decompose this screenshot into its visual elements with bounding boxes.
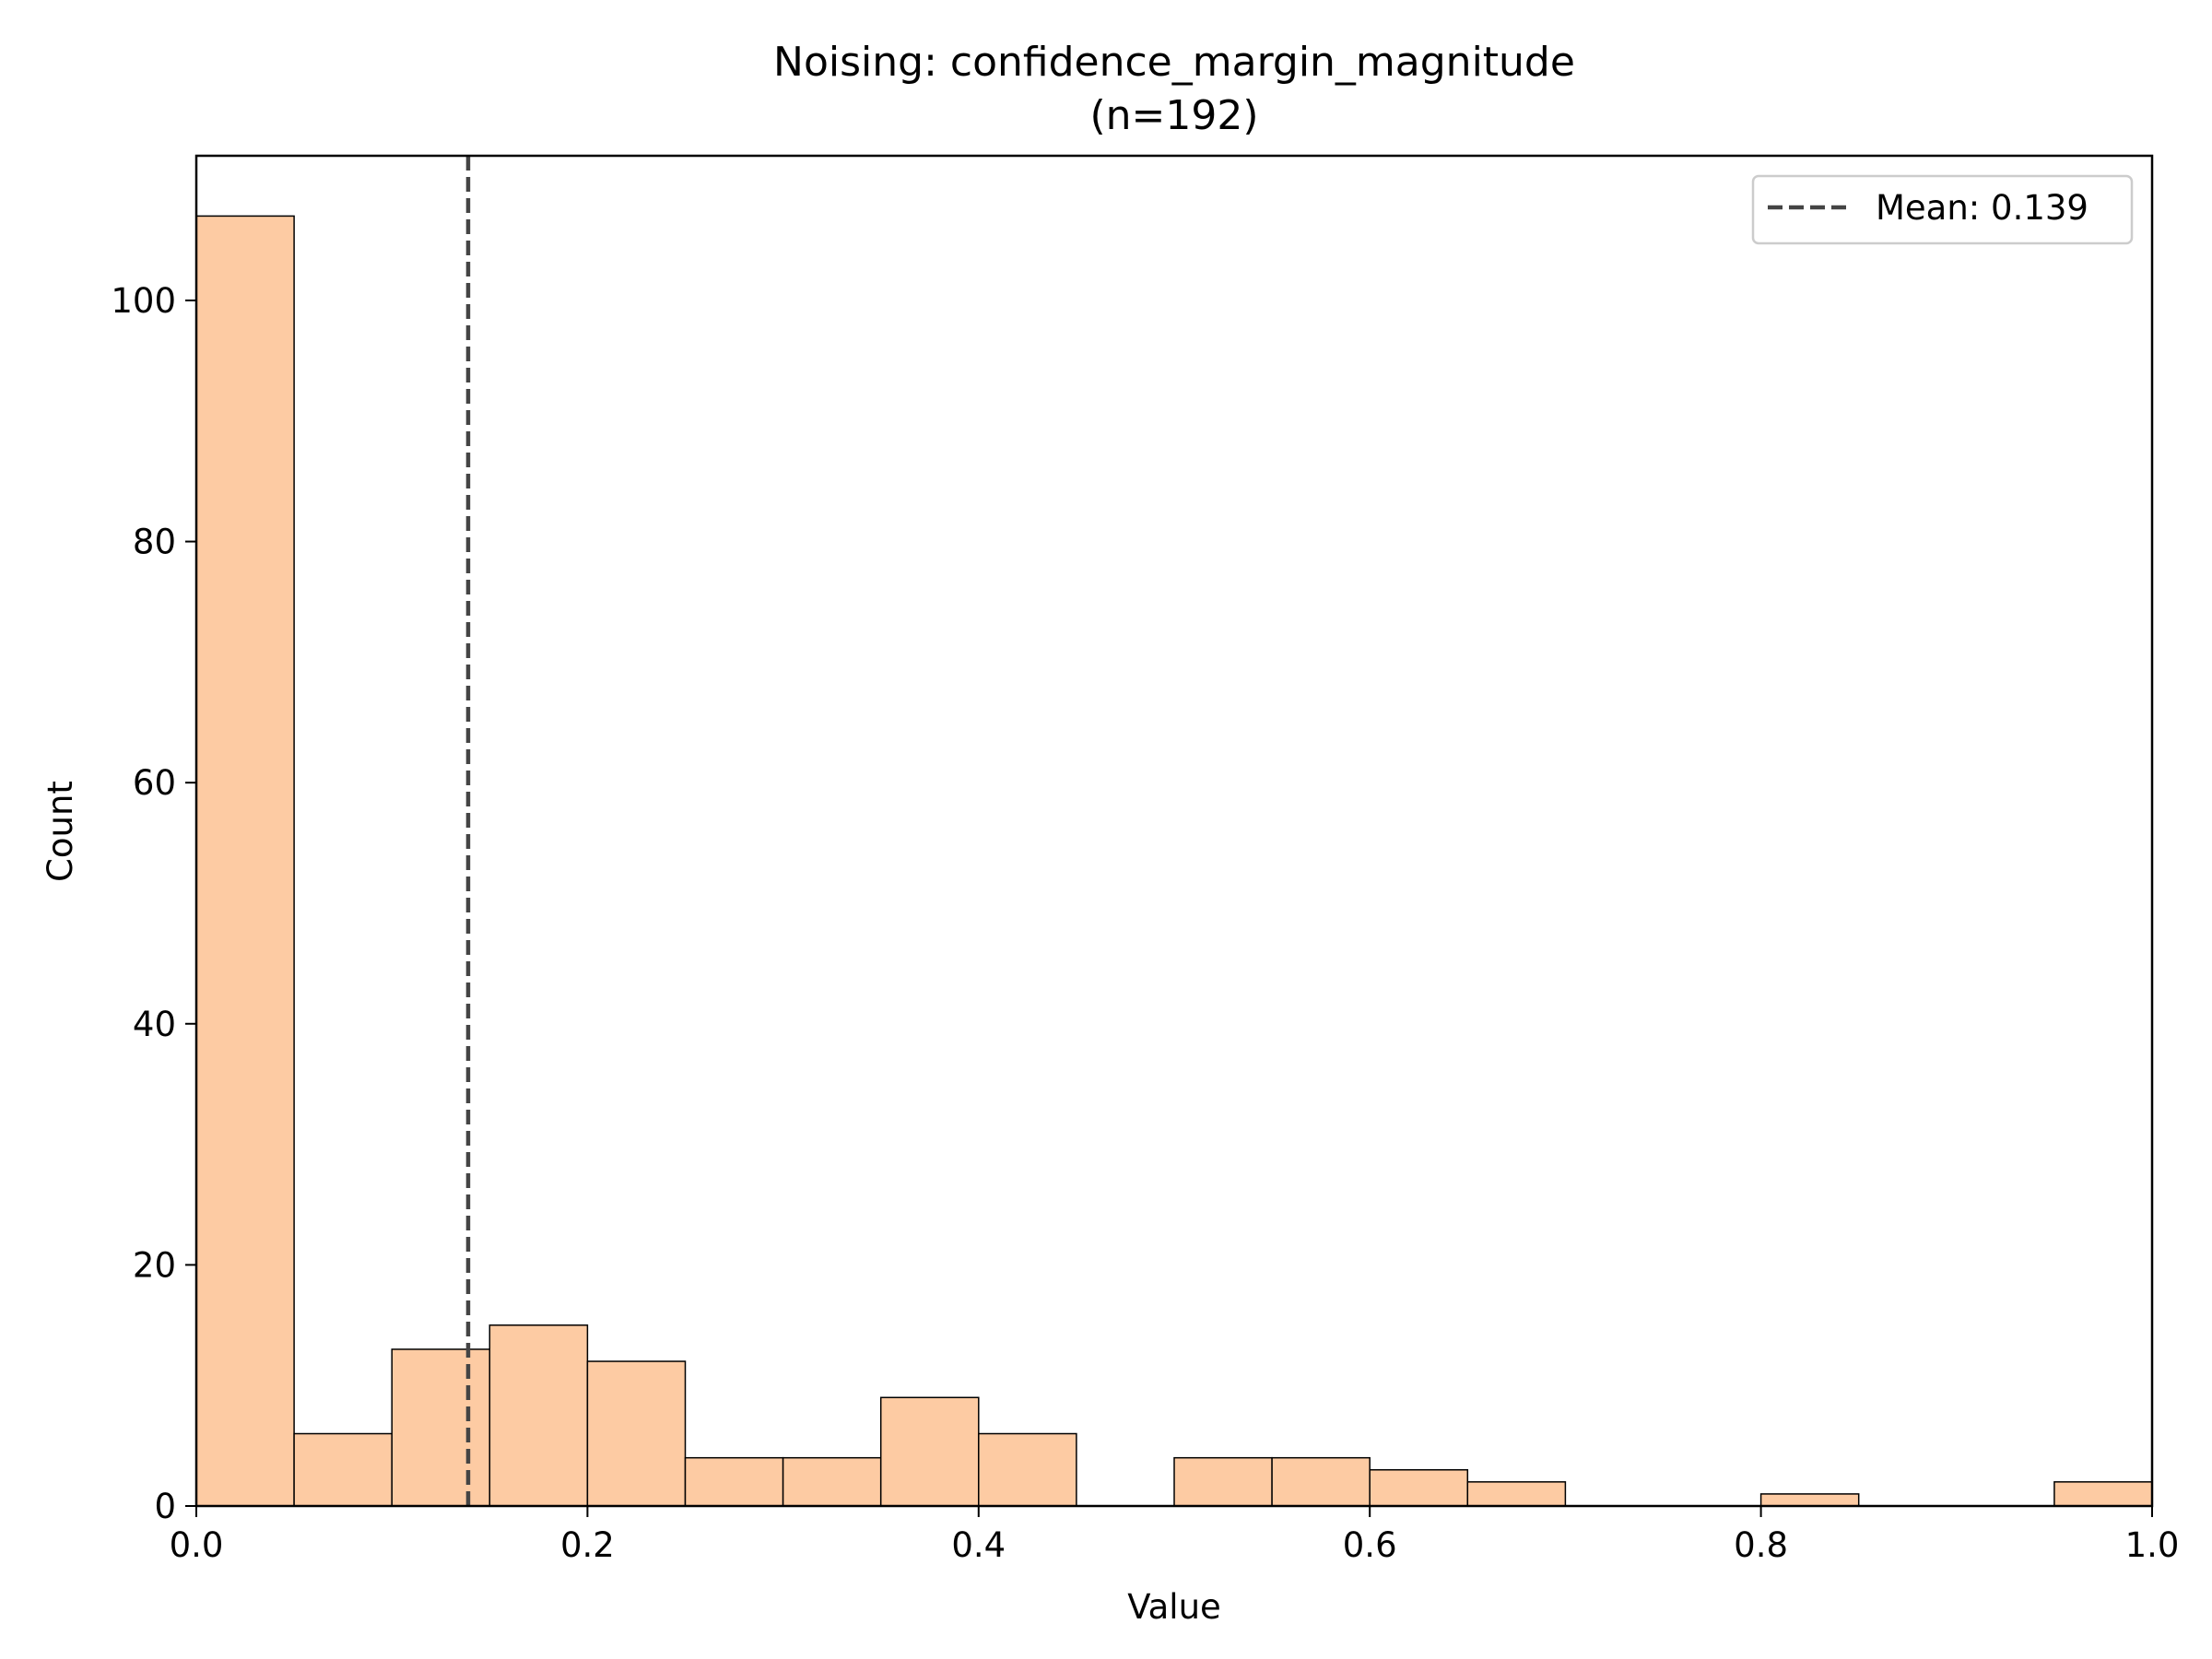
histogram-bar — [1173, 1456, 1273, 1507]
chart-subtitle: (n=192) — [1089, 92, 1258, 139]
histogram-bar — [488, 1324, 589, 1507]
histogram-bar — [391, 1348, 491, 1507]
y-axis-ticks: 0 20 40 60 80 100 — [111, 281, 196, 1526]
x-tick-label: 0.0 — [170, 1525, 224, 1565]
histogram-bar — [1759, 1493, 1860, 1507]
histogram-bars — [195, 215, 2153, 1507]
x-tick-label: 0.2 — [560, 1525, 615, 1565]
histogram-bar — [684, 1456, 784, 1507]
legend-box — [1751, 174, 2134, 245]
y-tick-label: 60 — [133, 763, 176, 803]
plot-frame — [194, 154, 2154, 1508]
y-tick-label: 0 — [154, 1487, 176, 1526]
legend: Mean: 0.139 — [1751, 174, 2134, 245]
histogram-bar — [879, 1396, 980, 1507]
histogram-bar — [293, 1432, 393, 1507]
histogram-bar — [782, 1456, 882, 1507]
histogram-bar — [1369, 1469, 1469, 1507]
y-tick-label: 80 — [133, 523, 176, 562]
histogram-bar — [2053, 1481, 2153, 1507]
histogram-bar — [586, 1360, 687, 1507]
histogram-bar — [978, 1432, 1077, 1507]
x-tick-label: 0.4 — [951, 1525, 1006, 1565]
legend-mean-label: Mean: 0.139 — [1876, 188, 2088, 228]
x-axis-label: Value — [1127, 1587, 1221, 1627]
histogram-bar — [195, 215, 295, 1507]
y-tick-label: 40 — [133, 1005, 176, 1044]
y-axis-label: Count — [41, 781, 80, 882]
histogram-bar — [1271, 1456, 1371, 1507]
y-tick-label: 20 — [133, 1245, 176, 1285]
x-tick-label: 1.0 — [2125, 1525, 2180, 1565]
histogram-bar — [1466, 1481, 1567, 1507]
x-tick-label: 0.6 — [1343, 1525, 1397, 1565]
x-axis-ticks: 0.0 0.2 0.4 0.6 0.8 1.0 — [170, 1506, 2180, 1565]
x-tick-label: 0.8 — [1734, 1525, 1788, 1565]
y-tick-label: 100 — [111, 281, 176, 321]
chart-title: Noising: confidence_margin_magnitude — [773, 39, 1575, 86]
